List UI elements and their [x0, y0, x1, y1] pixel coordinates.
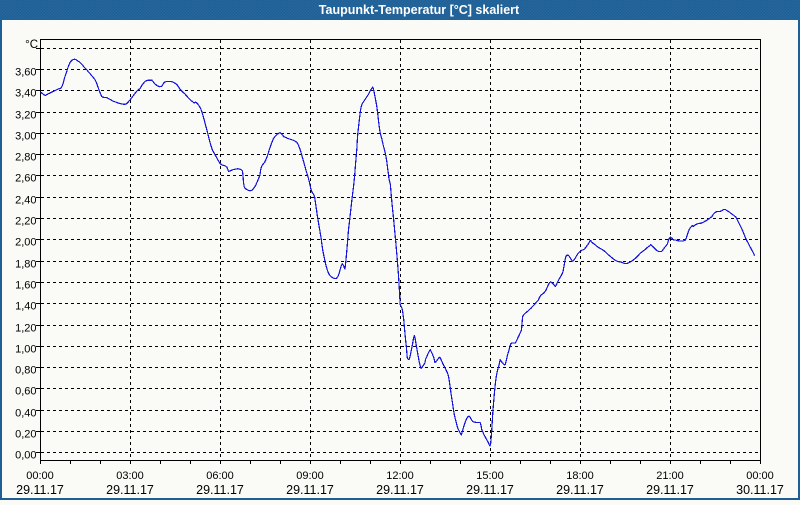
svg-text:3,20: 3,20 — [15, 110, 36, 122]
svg-text:0,20: 0,20 — [15, 429, 36, 441]
svg-text:00:00: 00:00 — [26, 470, 54, 482]
svg-text:29.11.17: 29.11.17 — [196, 483, 244, 497]
svg-text:2,80: 2,80 — [15, 152, 36, 164]
svg-text:29.11.17: 29.11.17 — [16, 483, 64, 497]
svg-text:12:00: 12:00 — [386, 470, 414, 482]
svg-text:1,20: 1,20 — [15, 323, 36, 335]
svg-text:29.11.17: 29.11.17 — [646, 483, 694, 497]
svg-text:2,20: 2,20 — [15, 216, 36, 228]
svg-text:29.11.17: 29.11.17 — [466, 483, 514, 497]
svg-text:3,00: 3,00 — [15, 131, 36, 143]
svg-text:1,60: 1,60 — [15, 280, 36, 292]
svg-text:06:00: 06:00 — [206, 470, 234, 482]
svg-text:29.11.17: 29.11.17 — [556, 483, 604, 497]
svg-text:2,00: 2,00 — [15, 237, 36, 249]
svg-text:15:00: 15:00 — [476, 470, 504, 482]
svg-text:0,60: 0,60 — [15, 386, 36, 398]
svg-text:1,00: 1,00 — [15, 344, 36, 356]
svg-text:0,40: 0,40 — [15, 408, 36, 420]
svg-text:29.11.17: 29.11.17 — [286, 483, 334, 497]
svg-text:3,40: 3,40 — [15, 88, 36, 100]
svg-text:29.11.17: 29.11.17 — [106, 483, 154, 497]
svg-text:1,80: 1,80 — [15, 259, 36, 271]
svg-text:00:00: 00:00 — [746, 470, 774, 482]
svg-text:3,60: 3,60 — [15, 67, 36, 79]
svg-text:03:00: 03:00 — [116, 470, 144, 482]
svg-text:09:00: 09:00 — [296, 470, 324, 482]
svg-text:2,60: 2,60 — [15, 173, 36, 185]
svg-text:18:00: 18:00 — [566, 470, 594, 482]
svg-text:29.11.17: 29.11.17 — [376, 483, 424, 497]
svg-text:1,40: 1,40 — [15, 301, 36, 313]
svg-text:21:00: 21:00 — [656, 470, 684, 482]
svg-text:30.11.17: 30.11.17 — [736, 483, 784, 497]
svg-text:0,80: 0,80 — [15, 365, 36, 377]
svg-text:2,40: 2,40 — [15, 195, 36, 207]
svg-text:°C: °C — [25, 39, 38, 51]
svg-text:0,00: 0,00 — [15, 450, 36, 462]
